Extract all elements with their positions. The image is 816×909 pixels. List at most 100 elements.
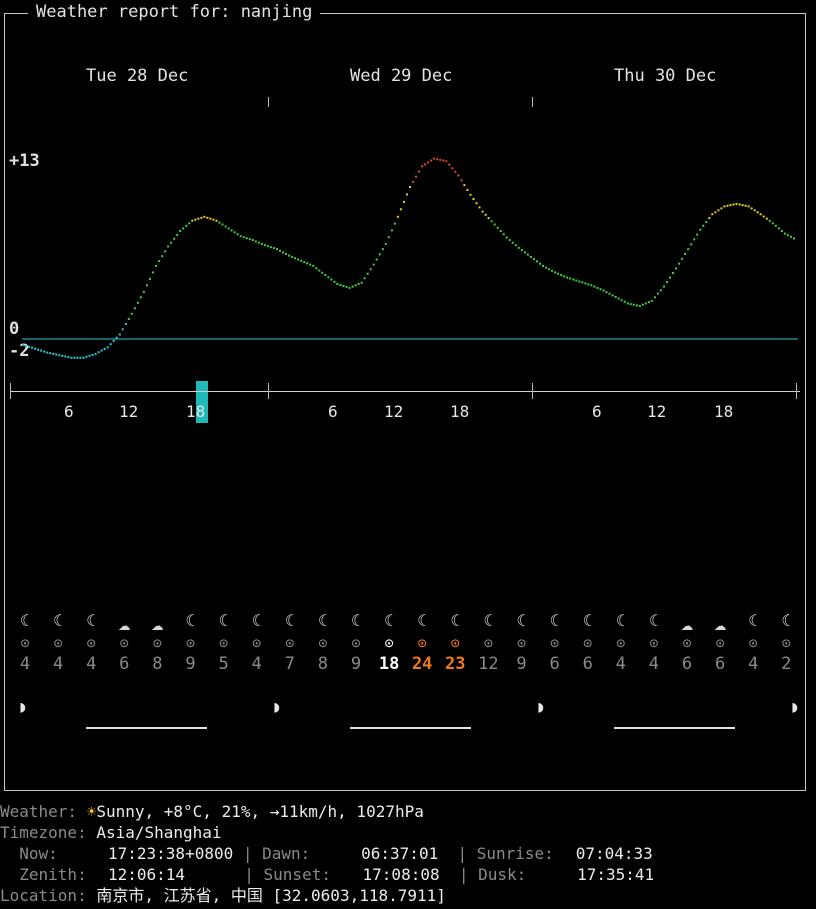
- temperature-point: [681, 257, 684, 260]
- temperature-point: [741, 204, 744, 207]
- moon-phase-icon: ◗: [790, 697, 800, 716]
- temperature-point: [387, 236, 390, 239]
- temperature-point: [493, 223, 496, 226]
- temperature-point: [638, 305, 641, 307]
- temperature-point: [149, 277, 151, 280]
- hour-label: 18: [714, 402, 734, 421]
- wind-speed-value: 24: [411, 654, 433, 674]
- moon-icon: ☾: [549, 611, 560, 630]
- wind-direction-icon: ⊙: [252, 634, 262, 652]
- temperature-point: [109, 343, 112, 346]
- temperature-point: [152, 271, 154, 274]
- temperature-point: [771, 222, 774, 225]
- temperature-point: [696, 233, 699, 236]
- temperature-point: [336, 283, 339, 285]
- dawn-value: 06:37:01: [361, 844, 439, 863]
- hour-label: 6: [64, 402, 74, 421]
- temperature-point: [708, 217, 711, 220]
- temperature-point: [620, 299, 623, 302]
- temperature-point: [545, 266, 548, 269]
- hour-label: 18: [186, 402, 206, 421]
- temperature-point: [348, 286, 351, 289]
- temperature-point: [266, 245, 269, 248]
- hour-label: 18: [450, 402, 470, 421]
- temperature-point: [720, 207, 723, 210]
- wind-speed-value: 12: [478, 654, 499, 674]
- wind-direction-icon: ⊙: [649, 634, 659, 652]
- temperature-point: [46, 351, 49, 354]
- temperature-point: [360, 281, 363, 284]
- temperature-point: [306, 262, 309, 265]
- temperature-chart: [22, 157, 798, 359]
- moon-icon: ☾: [417, 611, 427, 630]
- wind-speed-value: 4: [615, 654, 626, 674]
- temperature-point: [100, 349, 103, 352]
- temperature-point: [206, 216, 209, 219]
- temperature-point: [40, 349, 43, 352]
- temperature-point: [142, 290, 145, 293]
- temperature-point: [729, 204, 732, 207]
- temperature-point: [49, 352, 52, 355]
- temperature-point: [526, 253, 529, 256]
- temperature-point: [793, 237, 795, 240]
- temperature-point: [236, 233, 239, 236]
- temperature-point: [381, 248, 384, 251]
- temperature-point: [384, 242, 387, 245]
- temperature-point: [551, 269, 554, 272]
- temperature-point: [182, 227, 185, 230]
- temperature-point: [73, 356, 76, 359]
- sunset-value: 17:08:08: [362, 865, 440, 884]
- temperature-point: [439, 158, 442, 161]
- day-label-1: Tue 28 Dec: [86, 66, 189, 86]
- temperature-point: [194, 218, 197, 221]
- temperature-point: [375, 258, 378, 261]
- moon-icon: ☾: [748, 611, 758, 630]
- moon-icon: ☾: [251, 611, 262, 630]
- axis-day-tick: [268, 383, 269, 399]
- moon-icon: ☾: [185, 611, 196, 630]
- temperature-point: [505, 236, 508, 239]
- moon-icon: ☾: [450, 611, 461, 630]
- temperature-point: [783, 232, 786, 235]
- temperature-point: [433, 157, 436, 160]
- temperature-point: [490, 220, 493, 223]
- wind-direction-icon: ⊙: [152, 634, 162, 652]
- temperature-point: [230, 229, 233, 232]
- temperature-point: [666, 281, 668, 284]
- temperature-point: [632, 303, 635, 306]
- temperature-point: [282, 251, 284, 254]
- time-axis: [10, 391, 800, 392]
- temperature-point: [333, 280, 336, 283]
- temperature-point: [623, 300, 626, 303]
- moon-icon: ☾: [284, 611, 295, 630]
- temperature-point: [629, 303, 632, 306]
- temperature-point: [218, 221, 221, 224]
- daylight-bar: [86, 727, 207, 729]
- temperature-point: [164, 250, 167, 253]
- temperature-point: [321, 271, 324, 274]
- location-value: 南京市, 江苏省, 中国 [32.0603,118.7911]: [96, 886, 446, 905]
- temperature-point: [354, 284, 357, 287]
- temperature-point: [593, 285, 596, 288]
- temperature-point: [572, 278, 575, 281]
- temperature-point: [726, 204, 729, 207]
- temperature-point: [499, 230, 502, 232]
- temperature-point: [263, 244, 266, 247]
- temperature-point: [139, 296, 142, 299]
- temperature-point: [239, 235, 242, 238]
- temperature-point: [406, 193, 408, 196]
- temperature-point: [221, 223, 224, 226]
- temperature-point: [288, 254, 291, 257]
- temperature-point: [687, 248, 690, 251]
- temperature-point: [396, 215, 399, 218]
- wind-speed-value: 9: [350, 654, 362, 674]
- temperature-point: [390, 229, 393, 232]
- moon-icon: ☾: [516, 611, 527, 630]
- temperature-point: [133, 307, 136, 310]
- temperature-point: [647, 301, 650, 304]
- temperature-point: [76, 356, 79, 359]
- temperature-point: [64, 355, 67, 358]
- moon-icon: ☾: [351, 611, 361, 630]
- temperature-point: [584, 282, 587, 285]
- temperature-point: [124, 323, 127, 326]
